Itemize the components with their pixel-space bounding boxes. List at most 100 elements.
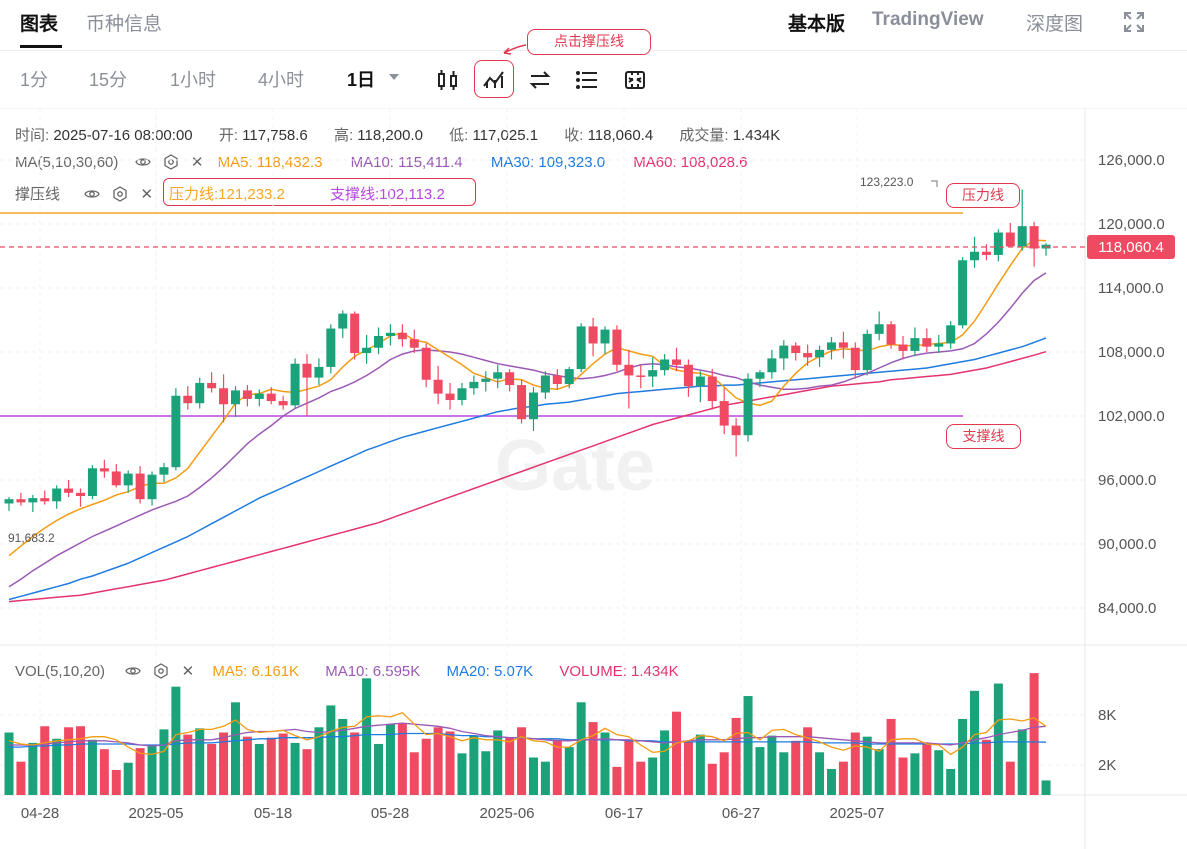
candle-body	[683, 364, 693, 387]
volume-bar	[28, 742, 38, 795]
timeframe-1d[interactable]: 1日	[347, 70, 376, 90]
candle-body	[660, 359, 670, 371]
view-depth[interactable]: 深度图	[1026, 14, 1084, 35]
close-icon[interactable]: ✕	[140, 186, 154, 203]
candle-body	[1029, 226, 1039, 249]
volume-bar	[207, 743, 217, 795]
eye-icon[interactable]	[125, 663, 141, 679]
candle-body	[898, 344, 908, 351]
volume-bar	[64, 727, 74, 795]
volume-bar	[111, 770, 121, 795]
candle-body	[803, 353, 813, 358]
candle-body	[779, 345, 789, 359]
volume-bar	[254, 743, 264, 795]
candle-body	[159, 467, 169, 475]
candle-body	[314, 366, 324, 378]
x-tick-label: 06-17	[605, 805, 643, 822]
volume-bar	[290, 742, 300, 795]
view-basic[interactable]: 基本版	[788, 14, 846, 35]
indicator-list-icon[interactable]	[569, 62, 605, 98]
candle-body	[1017, 226, 1027, 247]
price-tick-label: 96,000.0	[1098, 472, 1156, 489]
volume-bar	[40, 726, 50, 795]
x-tick-label: 2025-06	[479, 805, 534, 822]
ma60-line	[8, 350, 1047, 603]
candle-body	[457, 388, 467, 400]
candle-body	[230, 390, 240, 405]
close-icon[interactable]: ✕	[190, 154, 204, 171]
price-tick-label: 84,000.0	[1098, 600, 1156, 617]
candle-body	[16, 499, 26, 503]
timeframe-1h[interactable]: 1小时	[170, 70, 217, 90]
candle-body	[552, 375, 562, 384]
swap-icon[interactable]	[522, 62, 558, 98]
candle-body	[64, 488, 74, 493]
volume-bar	[862, 736, 872, 795]
x-tick-label: 2025-07	[829, 805, 884, 822]
volume-bar	[147, 745, 157, 795]
ohlc-time-label: 时间:	[15, 127, 50, 144]
timeframe-15m[interactable]: 15分	[89, 70, 128, 90]
x-tick-label: 04-28	[21, 805, 59, 822]
candlestick-chart[interactable]: 126,000.0 120,000.0 114,000.0 108,000.0 102,…	[0, 108, 1187, 849]
price-tick-label: 120,000.0	[1098, 216, 1165, 233]
candle-body	[838, 342, 848, 348]
gear-icon[interactable]	[112, 186, 128, 202]
volume-bar	[791, 740, 801, 795]
candle-body	[862, 333, 872, 371]
tab-chart[interactable]: 图表	[20, 14, 59, 35]
volume-bar	[517, 727, 527, 795]
volume-bar	[612, 766, 622, 795]
candle-body	[290, 363, 300, 406]
volume-bar	[981, 739, 991, 795]
candle-body	[612, 329, 622, 365]
candle-body	[99, 468, 109, 472]
volume-bar	[850, 732, 860, 795]
view-tradingview[interactable]: TradingView	[872, 9, 984, 30]
volume-tick-label: 2K	[1098, 757, 1116, 774]
volume-bar	[779, 752, 789, 795]
candle-body	[87, 468, 97, 496]
ohlc-open-label: 开:	[218, 127, 238, 144]
timeframe-1m[interactable]: 1分	[20, 70, 49, 90]
candle-body	[111, 471, 121, 486]
vol-volume: VOLUME: 1.434K	[559, 663, 679, 680]
tab-coin-info[interactable]: 币种信息	[86, 14, 163, 35]
gear-icon[interactable]	[153, 663, 169, 679]
volume-bar	[874, 749, 884, 795]
candle-body	[564, 369, 574, 384]
candle-body	[576, 326, 586, 370]
volume-bar	[183, 734, 193, 795]
close-icon[interactable]: ✕	[181, 663, 195, 680]
candle-body	[171, 395, 181, 468]
candle-body	[4, 499, 14, 504]
candle-type-icon[interactable]	[430, 62, 466, 98]
candle-body	[481, 378, 491, 382]
sr-title: 撑压线	[15, 186, 61, 203]
timeframe-4h[interactable]: 4小时	[258, 70, 305, 90]
eye-icon[interactable]	[84, 186, 100, 202]
candle-body	[970, 251, 980, 261]
ma10-value: MA10: 115,411.4	[350, 154, 463, 171]
volume-bar	[636, 761, 646, 795]
resistance-value: 压力线:121,233.2	[169, 186, 285, 203]
ohlc-low: 117,025.1	[472, 127, 539, 144]
volume-bar	[433, 727, 443, 795]
settings-icon[interactable]	[617, 62, 653, 98]
volume-bar	[99, 749, 109, 795]
candle-body	[743, 378, 753, 436]
ma-row: MA(5,10,30,60) ✕ MA5: 118,432.3 MA10: 11…	[15, 153, 748, 171]
candle-body	[147, 474, 157, 500]
fullscreen-icon[interactable]	[1122, 10, 1146, 34]
candle-body	[338, 313, 348, 329]
volume-bar	[826, 768, 836, 795]
volume-bar	[660, 730, 670, 795]
candle-body	[52, 488, 62, 502]
chevron-down-icon[interactable]	[389, 74, 399, 80]
candle-body	[195, 382, 205, 404]
support-resistance-icon[interactable]	[474, 60, 514, 98]
volume-bar	[123, 762, 133, 795]
volume-bar	[719, 752, 729, 795]
candle-body	[850, 347, 860, 371]
volume-bar	[16, 761, 26, 795]
